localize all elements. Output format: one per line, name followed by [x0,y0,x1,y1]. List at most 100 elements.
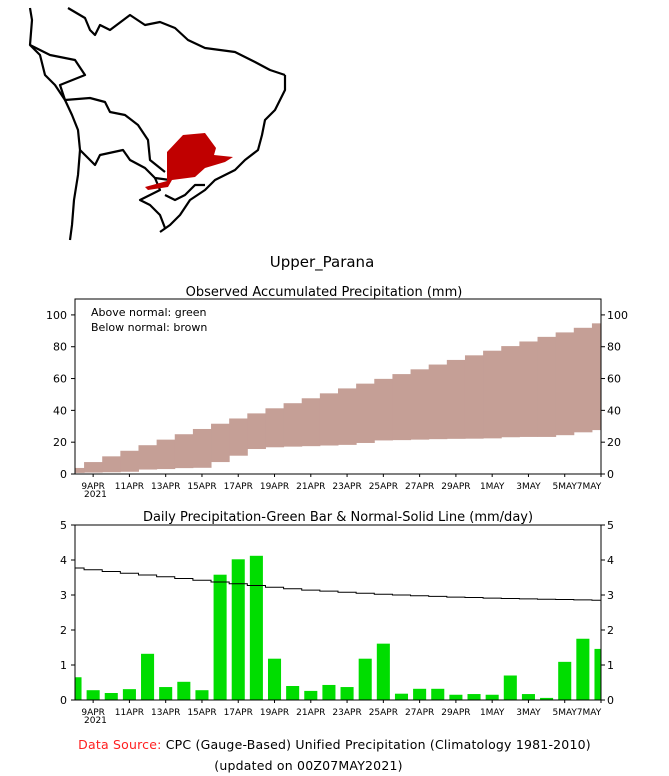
map-border-paraguay [138,177,167,229]
y-tick-label-left: 0 [60,468,67,481]
daily-precip-bar [177,681,191,700]
y-tick-label-left: 80 [53,341,67,354]
daily-precip-bar [75,677,82,700]
accumulated-departure-area [283,403,303,447]
x-tick-label: 7MAY [577,482,602,492]
accumulated-chart: Observed Accumulated Precipitation (mm) … [46,285,628,500]
map-coastline-east [159,75,287,233]
y-tick-label-right: 2 [607,624,614,637]
accumulated-chart-title: Observed Accumulated Precipitation (mm) [186,285,463,300]
x-tick-label: 19APR [260,708,289,718]
accumulated-departure-area [428,364,448,440]
x-tick-label: 3MAY [516,708,541,718]
legend-below: Below normal: brown [91,321,207,334]
accumulated-departure-area [120,450,139,472]
daily-precip-bar [86,690,100,700]
y-tick-label-left: 5 [60,519,67,532]
y-tick-label-right: 80 [607,341,621,354]
x-year-label: 2021 [84,490,107,500]
y-tick-label-right: 0 [607,468,614,481]
accumulated-departure-area [573,327,593,433]
accumulated-departure-area [338,388,357,445]
accumulated-departure-area [229,418,248,456]
accumulated-departure-area [174,434,194,469]
x-tick-label: 13APR [151,482,180,492]
x-tick-label: 29APR [441,708,470,718]
updated-text: (updated on 00Z07MAY2021) [214,758,403,773]
x-tick-label: 9APR [81,708,105,718]
x-tick-label: 29APR [441,482,470,492]
accumulated-departure-area [591,323,602,431]
accumulated-departure-area [446,359,466,439]
daily-precip-bar [503,675,517,700]
daily-precip-bar [286,686,300,700]
accumulated-departure-area [374,378,393,441]
daily-precip-bar [213,574,227,700]
y-tick-label-left: 2 [60,624,67,637]
x-tick-label: 1MAY [480,708,505,718]
x-tick-label: 21APR [296,482,325,492]
x-tick-label: 9APR [81,482,105,492]
region-title: Upper_Parana [270,253,375,272]
x-tick-label: 15APR [187,482,216,492]
accumulated-departure-area [301,398,321,447]
x-tick-label: 19APR [260,482,289,492]
x-tick-label: 5MAY [552,708,577,718]
daily-precip-bar [141,653,155,700]
x-tick-label: 11APR [115,708,144,718]
accumulated-departure-area [211,423,230,463]
accumulated-departure-area [138,445,158,470]
daily-precip-bar [467,694,481,700]
y-tick-label-left: 100 [46,309,67,322]
accumulated-departure-area [156,439,176,470]
y-tick-label-left: 3 [60,589,67,602]
x-tick-label: 11APR [115,482,144,492]
y-tick-label-left: 0 [60,694,67,707]
daily-precip-bar [558,661,572,700]
accumulated-departure-area [102,456,121,473]
x-tick-label: 1MAY [480,482,505,492]
x-year-label: 2021 [84,716,107,726]
x-tick-label: 23APR [332,708,361,718]
map-border-bolivia [79,148,171,182]
y-tick-label-right: 1 [607,659,614,672]
y-tick-label-right: 3 [607,589,614,602]
x-tick-label: 21APR [296,708,325,718]
y-tick-label-right: 60 [607,373,621,386]
daily-precip-bar [267,658,282,700]
accumulated-departure-area [192,428,212,468]
x-tick-label: 23APR [332,482,361,492]
daily-precip-bar [104,693,118,700]
x-tick-label: 25APR [369,708,398,718]
daily-precip-bar [394,693,409,700]
x-tick-label: 17APR [224,482,253,492]
accumulated-chart-frame [74,298,602,475]
x-tick-label: 5MAY [552,482,577,492]
daily-precip-bar [594,648,601,700]
accumulated-departure-area [501,346,520,438]
accumulated-departure-area [483,350,502,439]
map-border-uruguay [164,183,205,202]
accumulated-departure-area [519,341,539,437]
daily-precip-bar [159,687,173,700]
daily-precip-bar [521,694,535,700]
daily-precip-bar [249,555,263,700]
y-tick-label-left: 40 [53,404,67,417]
daily-precip-bar [304,690,318,700]
daily-precip-bar [449,694,463,700]
daily-precip-bar [576,638,590,700]
daily-precip-bar [122,689,136,700]
accumulated-departure-area [75,467,85,473]
accumulated-departure-area [410,369,430,440]
y-tick-label-left: 20 [53,436,67,449]
y-tick-label-right: 4 [607,554,614,567]
x-tick-label: 15APR [187,708,216,718]
y-tick-label-right: 20 [607,436,621,449]
daily-normal-line [75,567,601,601]
legend-above: Above normal: green [91,306,207,319]
daily-precip-bar [540,697,554,700]
data-source-line: Data Source: CPC (Gauge-Based) Unified P… [0,737,669,752]
x-tick-label: 25APR [369,482,398,492]
daily-precip-bar [376,643,390,700]
